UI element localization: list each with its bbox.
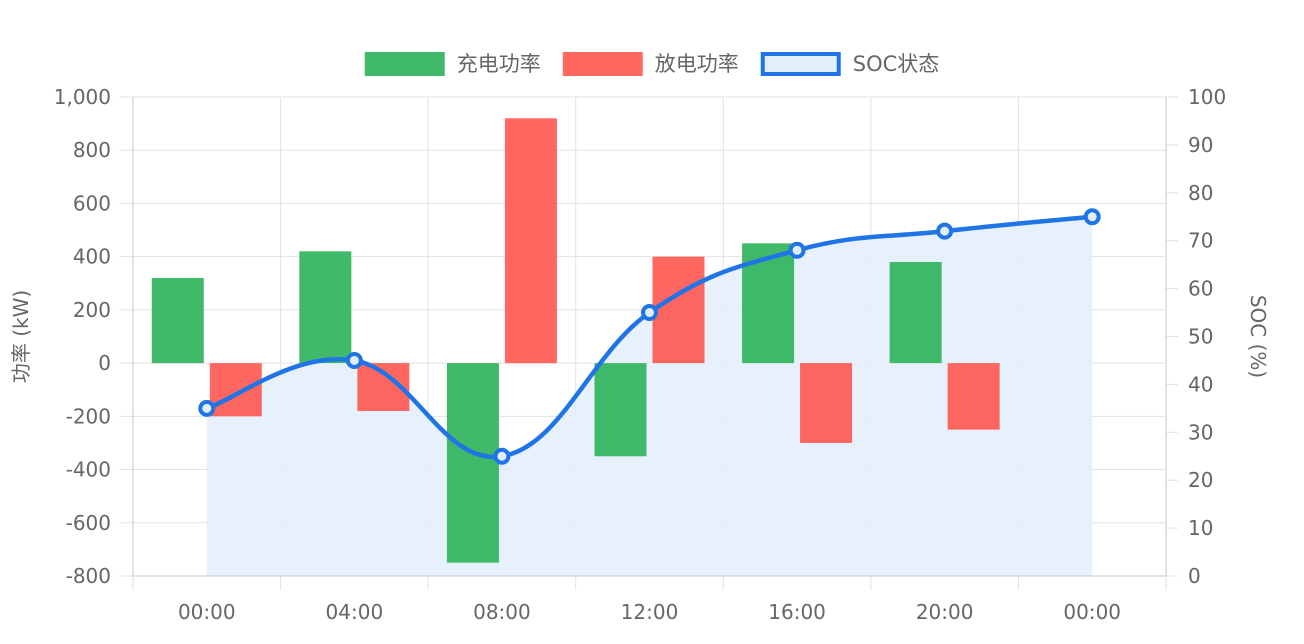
soc-point[interactable] [198, 399, 216, 417]
x-tick-label: 08:00 [473, 600, 531, 624]
y-right-tick-label: 50 [1188, 325, 1213, 349]
y-right-axis-title: SOC (%) [1246, 295, 1270, 378]
bar-charge[interactable] [151, 277, 204, 364]
soc-area [206, 216, 1093, 576]
y-left-tick-label: -800 [66, 564, 111, 588]
x-tick-label: 16:00 [768, 600, 826, 624]
axes: 1,0008006004002000-200-400-600-800100908… [9, 85, 1270, 624]
y-left-axis-title: 功率 (kW) [9, 290, 33, 383]
bar-charge[interactable] [594, 363, 647, 457]
soc-line [198, 208, 1101, 465]
bar-charge[interactable] [889, 261, 942, 364]
legend-label: 放电功率 [655, 52, 739, 76]
y-left-tick-label: 0 [98, 351, 111, 375]
bar-discharge[interactable] [504, 118, 557, 364]
bar-charge[interactable] [299, 251, 352, 364]
soc-point[interactable] [345, 351, 363, 369]
legend-swatch [364, 52, 445, 76]
legend-items: 充电功率 放电功率 SOC状态 [364, 52, 940, 76]
y-right-tick-label: 90 [1188, 133, 1213, 157]
y-right-tick-label: 70 [1188, 229, 1213, 253]
y-right-tick-label: 20 [1188, 468, 1213, 492]
x-tick-label: 04:00 [326, 600, 384, 624]
legend-swatch [562, 52, 643, 76]
bar-discharge[interactable] [209, 363, 262, 417]
x-tick-label: 20:00 [916, 600, 974, 624]
soc-point[interactable] [641, 304, 658, 322]
legend-item[interactable]: SOC状态 [760, 52, 940, 76]
x-tick-label: 00:00 [1063, 600, 1121, 624]
soc-area-fill [206, 216, 1093, 576]
y-left-tick-label: 400 [73, 245, 111, 269]
y-left-tick-label: 200 [73, 298, 111, 322]
legend-label: SOC状态 [853, 52, 940, 76]
legend-item[interactable]: 充电功率 [364, 52, 541, 76]
soc-point[interactable] [1083, 208, 1101, 226]
legend-label: 充电功率 [457, 52, 541, 76]
y-left-tick-label: 600 [73, 191, 111, 215]
soc-point[interactable] [936, 222, 954, 240]
soc-point[interactable] [788, 241, 806, 259]
bar-charge[interactable] [446, 363, 499, 563]
bars [151, 118, 1000, 563]
bar-discharge[interactable] [800, 363, 853, 443]
legend-swatch [760, 52, 841, 76]
y-right-tick-label: 80 [1188, 181, 1213, 205]
legend: 充电功率 放电功率 SOC状态 [364, 52, 940, 76]
y-left-tick-label: 800 [73, 138, 111, 162]
y-left-tick-label: 1,000 [54, 85, 111, 109]
x-tick-label: 12:00 [621, 600, 679, 624]
soc-point[interactable] [493, 447, 511, 465]
bar-discharge[interactable] [947, 363, 1000, 430]
x-tick-label: 00:00 [178, 600, 236, 624]
legend-item[interactable]: 放电功率 [562, 52, 739, 76]
bar-discharge[interactable] [652, 256, 705, 364]
y-right-tick-label: 40 [1188, 372, 1213, 396]
y-right-tick-label: 60 [1188, 277, 1213, 301]
y-right-tick-label: 30 [1188, 420, 1213, 444]
y-right-tick-label: 0 [1188, 564, 1201, 588]
y-left-tick-label: -400 [66, 458, 111, 482]
y-left-tick-label: -600 [66, 511, 111, 535]
y-right-tick-label: 10 [1188, 516, 1213, 540]
y-left-tick-label: -200 [66, 404, 111, 428]
y-right-tick-label: 100 [1188, 85, 1226, 109]
